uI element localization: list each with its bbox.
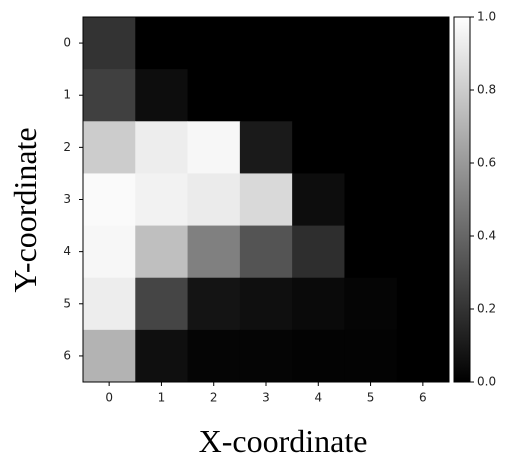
heat-cell — [83, 329, 136, 383]
y-tick-label: 1 — [63, 88, 71, 102]
heat-cell — [135, 277, 189, 331]
heat-cell — [187, 329, 241, 383]
heat-cell — [83, 225, 136, 279]
x-tick-label: 3 — [262, 391, 270, 405]
heat-cell — [239, 69, 293, 122]
x-tick-label: 1 — [158, 391, 166, 405]
x-tick-label: 6 — [419, 391, 427, 405]
y-tick-label: 5 — [63, 296, 71, 310]
colorbar-tick-label: 0.8 — [477, 83, 496, 97]
colorbar-tick-label: 0.0 — [477, 375, 496, 389]
heat-cell — [344, 329, 398, 383]
x-tick-label: 0 — [105, 391, 113, 405]
heat-cell — [292, 121, 345, 174]
heat-cell — [83, 277, 136, 331]
heat-cell — [396, 329, 450, 383]
y-tick-label: 4 — [63, 244, 71, 258]
colorbar — [453, 16, 471, 383]
heat-cell — [83, 173, 136, 227]
heat-cell — [187, 69, 241, 122]
y-tick-label: 2 — [63, 140, 71, 154]
heat-cell — [135, 17, 189, 70]
heat-cell — [239, 225, 293, 279]
heat-cell — [187, 173, 241, 227]
heat-cell — [344, 121, 398, 174]
heat-cell — [344, 225, 398, 279]
heat-cell — [292, 225, 345, 279]
heat-cell — [187, 277, 241, 331]
heat-cell — [239, 121, 293, 174]
heat-cell — [239, 173, 293, 227]
heat-cell — [292, 277, 345, 331]
heat-cell — [135, 329, 189, 383]
heat-cell — [396, 225, 450, 279]
heat-cell — [292, 17, 345, 70]
x-tick-label: 4 — [314, 391, 322, 405]
heat-cell — [396, 121, 450, 174]
y-tick-label: 3 — [63, 192, 71, 206]
colorbar-tick-label: 0.2 — [477, 302, 496, 316]
colorbar-tick-label: 0.4 — [477, 229, 496, 243]
heat-cell — [83, 17, 136, 70]
heat-cell — [239, 17, 293, 70]
heat-cell — [187, 17, 241, 70]
y-tick-label: 6 — [63, 348, 71, 362]
heat-cell — [292, 69, 345, 122]
heat-cell — [83, 121, 136, 174]
colorbar-tick-label: 0.6 — [477, 156, 496, 170]
heat-cell — [344, 173, 398, 227]
heat-cell — [239, 329, 293, 383]
heat-cell — [292, 329, 345, 383]
heat-cell — [239, 277, 293, 331]
heat-cell — [135, 173, 189, 227]
x-tick-label: 2 — [210, 391, 218, 405]
heat-cell — [83, 69, 136, 122]
colorbar-tick-label: 1.0 — [477, 10, 496, 24]
heat-cell — [396, 173, 450, 227]
heat-cell — [396, 69, 450, 122]
heat-cell — [344, 17, 398, 70]
heat-cell — [135, 69, 189, 122]
y-tick-label: 0 — [63, 36, 71, 50]
heat-cell — [344, 277, 398, 331]
x-tick-label: 5 — [367, 391, 375, 405]
heat-cell — [344, 69, 398, 122]
heat-cell — [187, 225, 241, 279]
y-axis-title: Y-coordinate — [7, 127, 43, 292]
heat-cell — [187, 121, 241, 174]
heat-cell — [396, 17, 450, 70]
heat-cell — [135, 121, 189, 174]
x-axis-title: X-coordinate — [199, 423, 368, 459]
heat-cell — [292, 173, 345, 227]
heat-cell — [135, 225, 189, 279]
heat-cell — [396, 277, 450, 331]
